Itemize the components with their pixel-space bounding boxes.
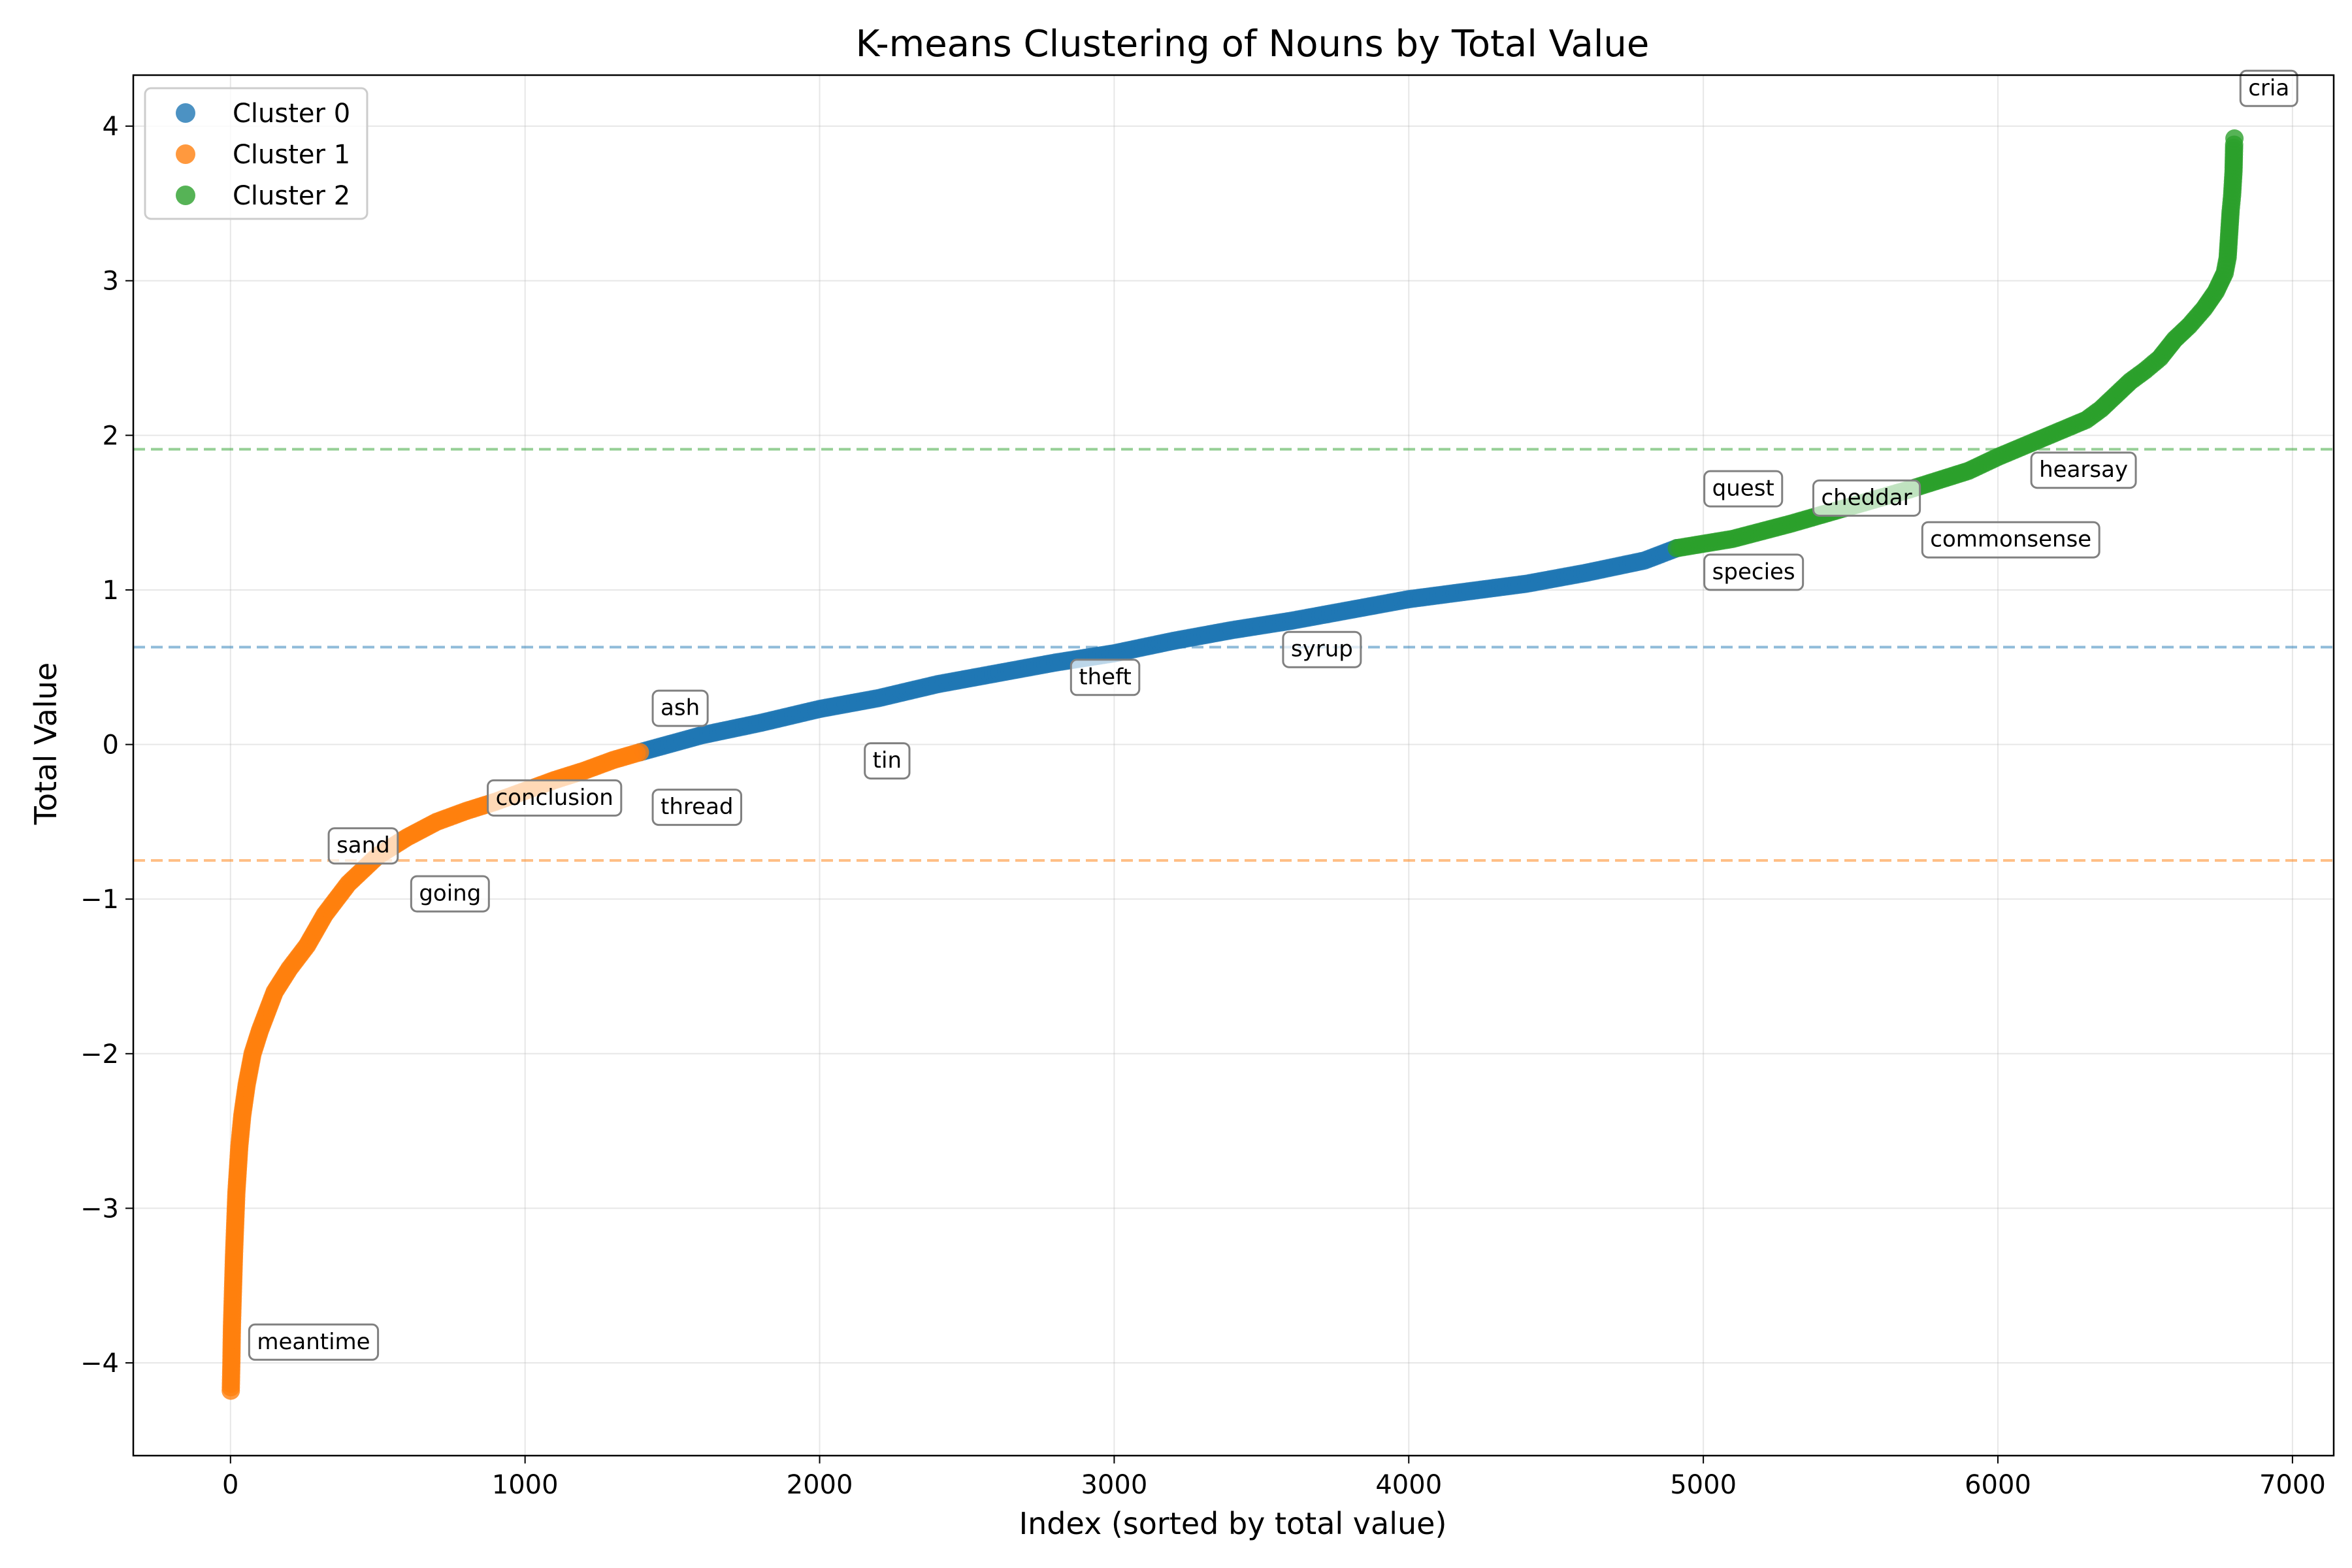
legend-marker bbox=[176, 144, 195, 164]
annotation-sand: sand bbox=[327, 827, 399, 865]
y-tick-label: −3 bbox=[80, 1194, 119, 1224]
x-tick-label: 7000 bbox=[2259, 1470, 2326, 1500]
x-tick-label: 0 bbox=[222, 1470, 238, 1500]
annotation-box bbox=[1070, 659, 1141, 696]
y-tick-label: −4 bbox=[80, 1348, 119, 1379]
y-axis-label: Total Value bbox=[28, 662, 63, 825]
annotation-meantime: meantime bbox=[248, 1323, 380, 1361]
annotation-going: going bbox=[410, 875, 490, 913]
annotation-conclusion: conclusion bbox=[487, 779, 623, 817]
legend-label: Cluster 2 bbox=[233, 181, 350, 211]
annotation-box bbox=[487, 779, 623, 817]
legend: Cluster 0 Cluster 1 Cluster 2 bbox=[144, 87, 368, 220]
annotation-species: species bbox=[1703, 553, 1805, 591]
annotation-quest: quest bbox=[1703, 470, 1784, 508]
annotation-label: cria bbox=[2248, 75, 2289, 101]
annotation-label: going bbox=[419, 881, 481, 907]
annotation-commonsense: commonsense bbox=[1921, 521, 2100, 559]
annotation-label: theft bbox=[1079, 664, 1132, 690]
annotation-label: quest bbox=[1712, 476, 1774, 502]
plot-frame bbox=[132, 74, 2335, 1457]
x-tick-label: 2000 bbox=[787, 1470, 853, 1500]
y-tick-label: 1 bbox=[103, 576, 119, 606]
annotation-box bbox=[2030, 451, 2137, 489]
annotation-box bbox=[651, 689, 709, 727]
annotation-box bbox=[410, 875, 490, 913]
data-point bbox=[630, 743, 649, 762]
annotation-label: syrup bbox=[1291, 636, 1353, 662]
x-axis-label: Index (sorted by total value) bbox=[1019, 1506, 1447, 1541]
legend-marker bbox=[176, 103, 195, 123]
legend-item: Cluster 0 bbox=[176, 99, 350, 129]
annotation-box bbox=[1703, 470, 1784, 508]
annotation-box bbox=[651, 789, 743, 826]
y-tick-label: −1 bbox=[80, 885, 119, 915]
annotation-ash: ash bbox=[651, 689, 709, 727]
legend-label: Cluster 0 bbox=[233, 99, 350, 129]
centroid-lines bbox=[133, 448, 2334, 862]
legend-marker bbox=[176, 186, 195, 205]
annotation-hearsay: hearsay bbox=[2030, 451, 2137, 489]
annotation-label: commonsense bbox=[1930, 527, 2091, 553]
legend-box bbox=[144, 87, 368, 220]
annotation-label: cheddar bbox=[1821, 485, 1912, 511]
annotation-label: tin bbox=[873, 747, 902, 774]
annotation-label: sand bbox=[336, 832, 390, 858]
annotation-box bbox=[1812, 479, 1921, 517]
annotation-box bbox=[864, 742, 911, 780]
y-tick-label: 2 bbox=[103, 421, 119, 451]
annotation-thread: thread bbox=[651, 789, 743, 826]
x-tick-label: 1000 bbox=[492, 1470, 559, 1500]
annotation-label: thread bbox=[661, 794, 733, 820]
annotation-syrup: syrup bbox=[1282, 630, 1362, 668]
annotation-box bbox=[1282, 630, 1362, 668]
annotation-box bbox=[327, 827, 399, 865]
x-tick-label: 3000 bbox=[1081, 1470, 1147, 1500]
annotation-cheddar: cheddar bbox=[1812, 479, 1921, 517]
y-tick-label: −2 bbox=[80, 1039, 119, 1070]
y-tick-label: 3 bbox=[103, 267, 119, 297]
annotation-box bbox=[248, 1323, 380, 1361]
annotation-tin: tin bbox=[864, 742, 911, 780]
annotation-label: conclusion bbox=[496, 785, 613, 811]
annotation-box bbox=[1703, 553, 1805, 591]
annotation-theft: theft bbox=[1070, 659, 1141, 696]
annotation-box bbox=[1921, 521, 2100, 559]
x-tick-label: 5000 bbox=[1670, 1470, 1737, 1500]
grid bbox=[133, 75, 2334, 1456]
data-point bbox=[2225, 129, 2244, 148]
chart-title: K-means Clustering of Nouns by Total Val… bbox=[856, 23, 1650, 65]
annotation-label: ash bbox=[661, 695, 700, 721]
legend-item: Cluster 2 bbox=[176, 181, 350, 211]
annotation-label: meantime bbox=[257, 1329, 370, 1355]
y-tick-label: 0 bbox=[103, 730, 119, 760]
legend-label: Cluster 1 bbox=[233, 140, 350, 170]
legend-item: Cluster 1 bbox=[176, 140, 350, 170]
annotations: meantime sand going conclusion thread ash tin t… bbox=[248, 69, 2298, 1361]
x-axis-ticks: 0 1000 2000 3000 4000 5000 6000 7000 bbox=[222, 1456, 2326, 1500]
y-axis-ticks: −4 −3 −2 −1 0 1 2 3 4 bbox=[80, 112, 133, 1379]
x-tick-label: 4000 bbox=[1375, 1470, 1442, 1500]
annotation-box bbox=[2239, 69, 2298, 107]
annotation-label: hearsay bbox=[2039, 457, 2128, 483]
y-tick-label: 4 bbox=[103, 112, 119, 142]
annotation-label: species bbox=[1712, 559, 1795, 585]
annotation-cria: cria bbox=[2239, 69, 2298, 107]
x-tick-label: 6000 bbox=[1965, 1470, 2031, 1500]
